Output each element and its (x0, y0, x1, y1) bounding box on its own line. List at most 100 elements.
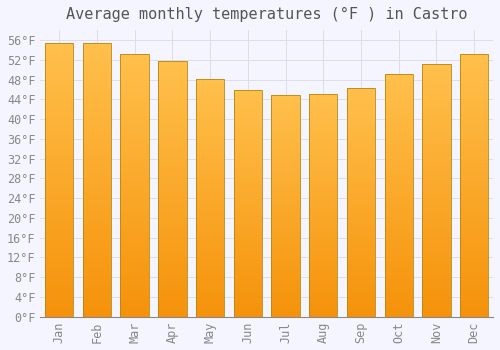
Bar (272, 144, 299, 146)
Bar (272, 102, 299, 104)
Bar (384, 116, 413, 118)
Bar (83, 78, 111, 81)
Bar (347, 271, 375, 273)
Bar (120, 309, 149, 312)
Bar (120, 83, 149, 85)
Bar (234, 253, 262, 256)
Bar (83, 122, 111, 125)
Bar (422, 213, 450, 216)
Bar (45, 57, 74, 60)
Bar (309, 217, 338, 219)
Bar (460, 225, 488, 228)
Bar (384, 268, 413, 271)
Bar (422, 102, 450, 105)
Bar (272, 279, 299, 281)
Bar (45, 224, 74, 226)
Bar (460, 283, 488, 285)
Bar (196, 90, 224, 93)
Bar (158, 184, 186, 186)
Bar (120, 214, 149, 217)
Bar (45, 309, 74, 312)
Bar (120, 283, 149, 285)
Bar (347, 107, 375, 109)
Bar (83, 166, 111, 169)
Bar (45, 172, 74, 174)
Bar (384, 183, 413, 186)
Bar (347, 205, 375, 207)
Bar (272, 235, 299, 237)
Bar (309, 214, 338, 217)
Bar (272, 284, 299, 286)
Bar (460, 80, 488, 83)
Bar (196, 245, 224, 248)
Bar (384, 191, 413, 193)
Bar (460, 117, 488, 120)
Bar (422, 99, 450, 102)
Bar (158, 145, 186, 148)
Bar (460, 91, 488, 93)
Bar (384, 309, 413, 312)
Bar (158, 161, 186, 163)
Bar (272, 266, 299, 268)
Bar (272, 275, 299, 277)
Bar (384, 178, 413, 181)
Bar (422, 188, 450, 190)
Bar (196, 195, 224, 198)
Bar (234, 206, 262, 208)
Bar (158, 61, 186, 317)
Bar (460, 138, 488, 141)
Bar (234, 235, 262, 237)
Bar (422, 163, 450, 165)
Bar (422, 284, 450, 287)
Bar (384, 140, 413, 142)
Bar (460, 101, 488, 104)
Bar (45, 289, 74, 292)
Bar (347, 164, 375, 166)
Bar (196, 172, 224, 174)
Bar (422, 64, 450, 317)
Bar (45, 229, 74, 232)
Bar (120, 219, 149, 222)
Bar (272, 277, 299, 279)
Bar (196, 183, 224, 186)
Bar (45, 100, 74, 103)
Bar (45, 122, 74, 125)
Bar (158, 166, 186, 168)
Bar (347, 198, 375, 200)
Bar (120, 162, 149, 164)
Bar (120, 70, 149, 72)
Bar (120, 296, 149, 299)
Bar (422, 223, 450, 226)
Bar (460, 175, 488, 177)
Bar (309, 241, 338, 243)
Bar (347, 161, 375, 164)
Bar (234, 144, 262, 147)
Bar (120, 122, 149, 125)
Bar (234, 99, 262, 101)
Bar (45, 298, 74, 300)
Bar (384, 249, 413, 251)
Bar (83, 177, 111, 180)
Bar (422, 304, 450, 307)
Bar (460, 256, 488, 259)
Bar (384, 264, 413, 266)
Bar (309, 167, 338, 170)
Bar (347, 189, 375, 191)
Bar (234, 122, 262, 124)
Bar (196, 148, 224, 150)
Bar (120, 204, 149, 206)
Bar (347, 273, 375, 276)
Bar (158, 301, 186, 304)
Bar (422, 105, 450, 107)
Bar (120, 304, 149, 306)
Bar (384, 152, 413, 154)
Bar (83, 221, 111, 224)
Bar (422, 92, 450, 94)
Bar (83, 191, 111, 194)
Bar (422, 158, 450, 160)
Bar (384, 106, 413, 108)
Bar (158, 104, 186, 107)
Bar (234, 158, 262, 160)
Bar (158, 148, 186, 150)
Bar (45, 226, 74, 229)
